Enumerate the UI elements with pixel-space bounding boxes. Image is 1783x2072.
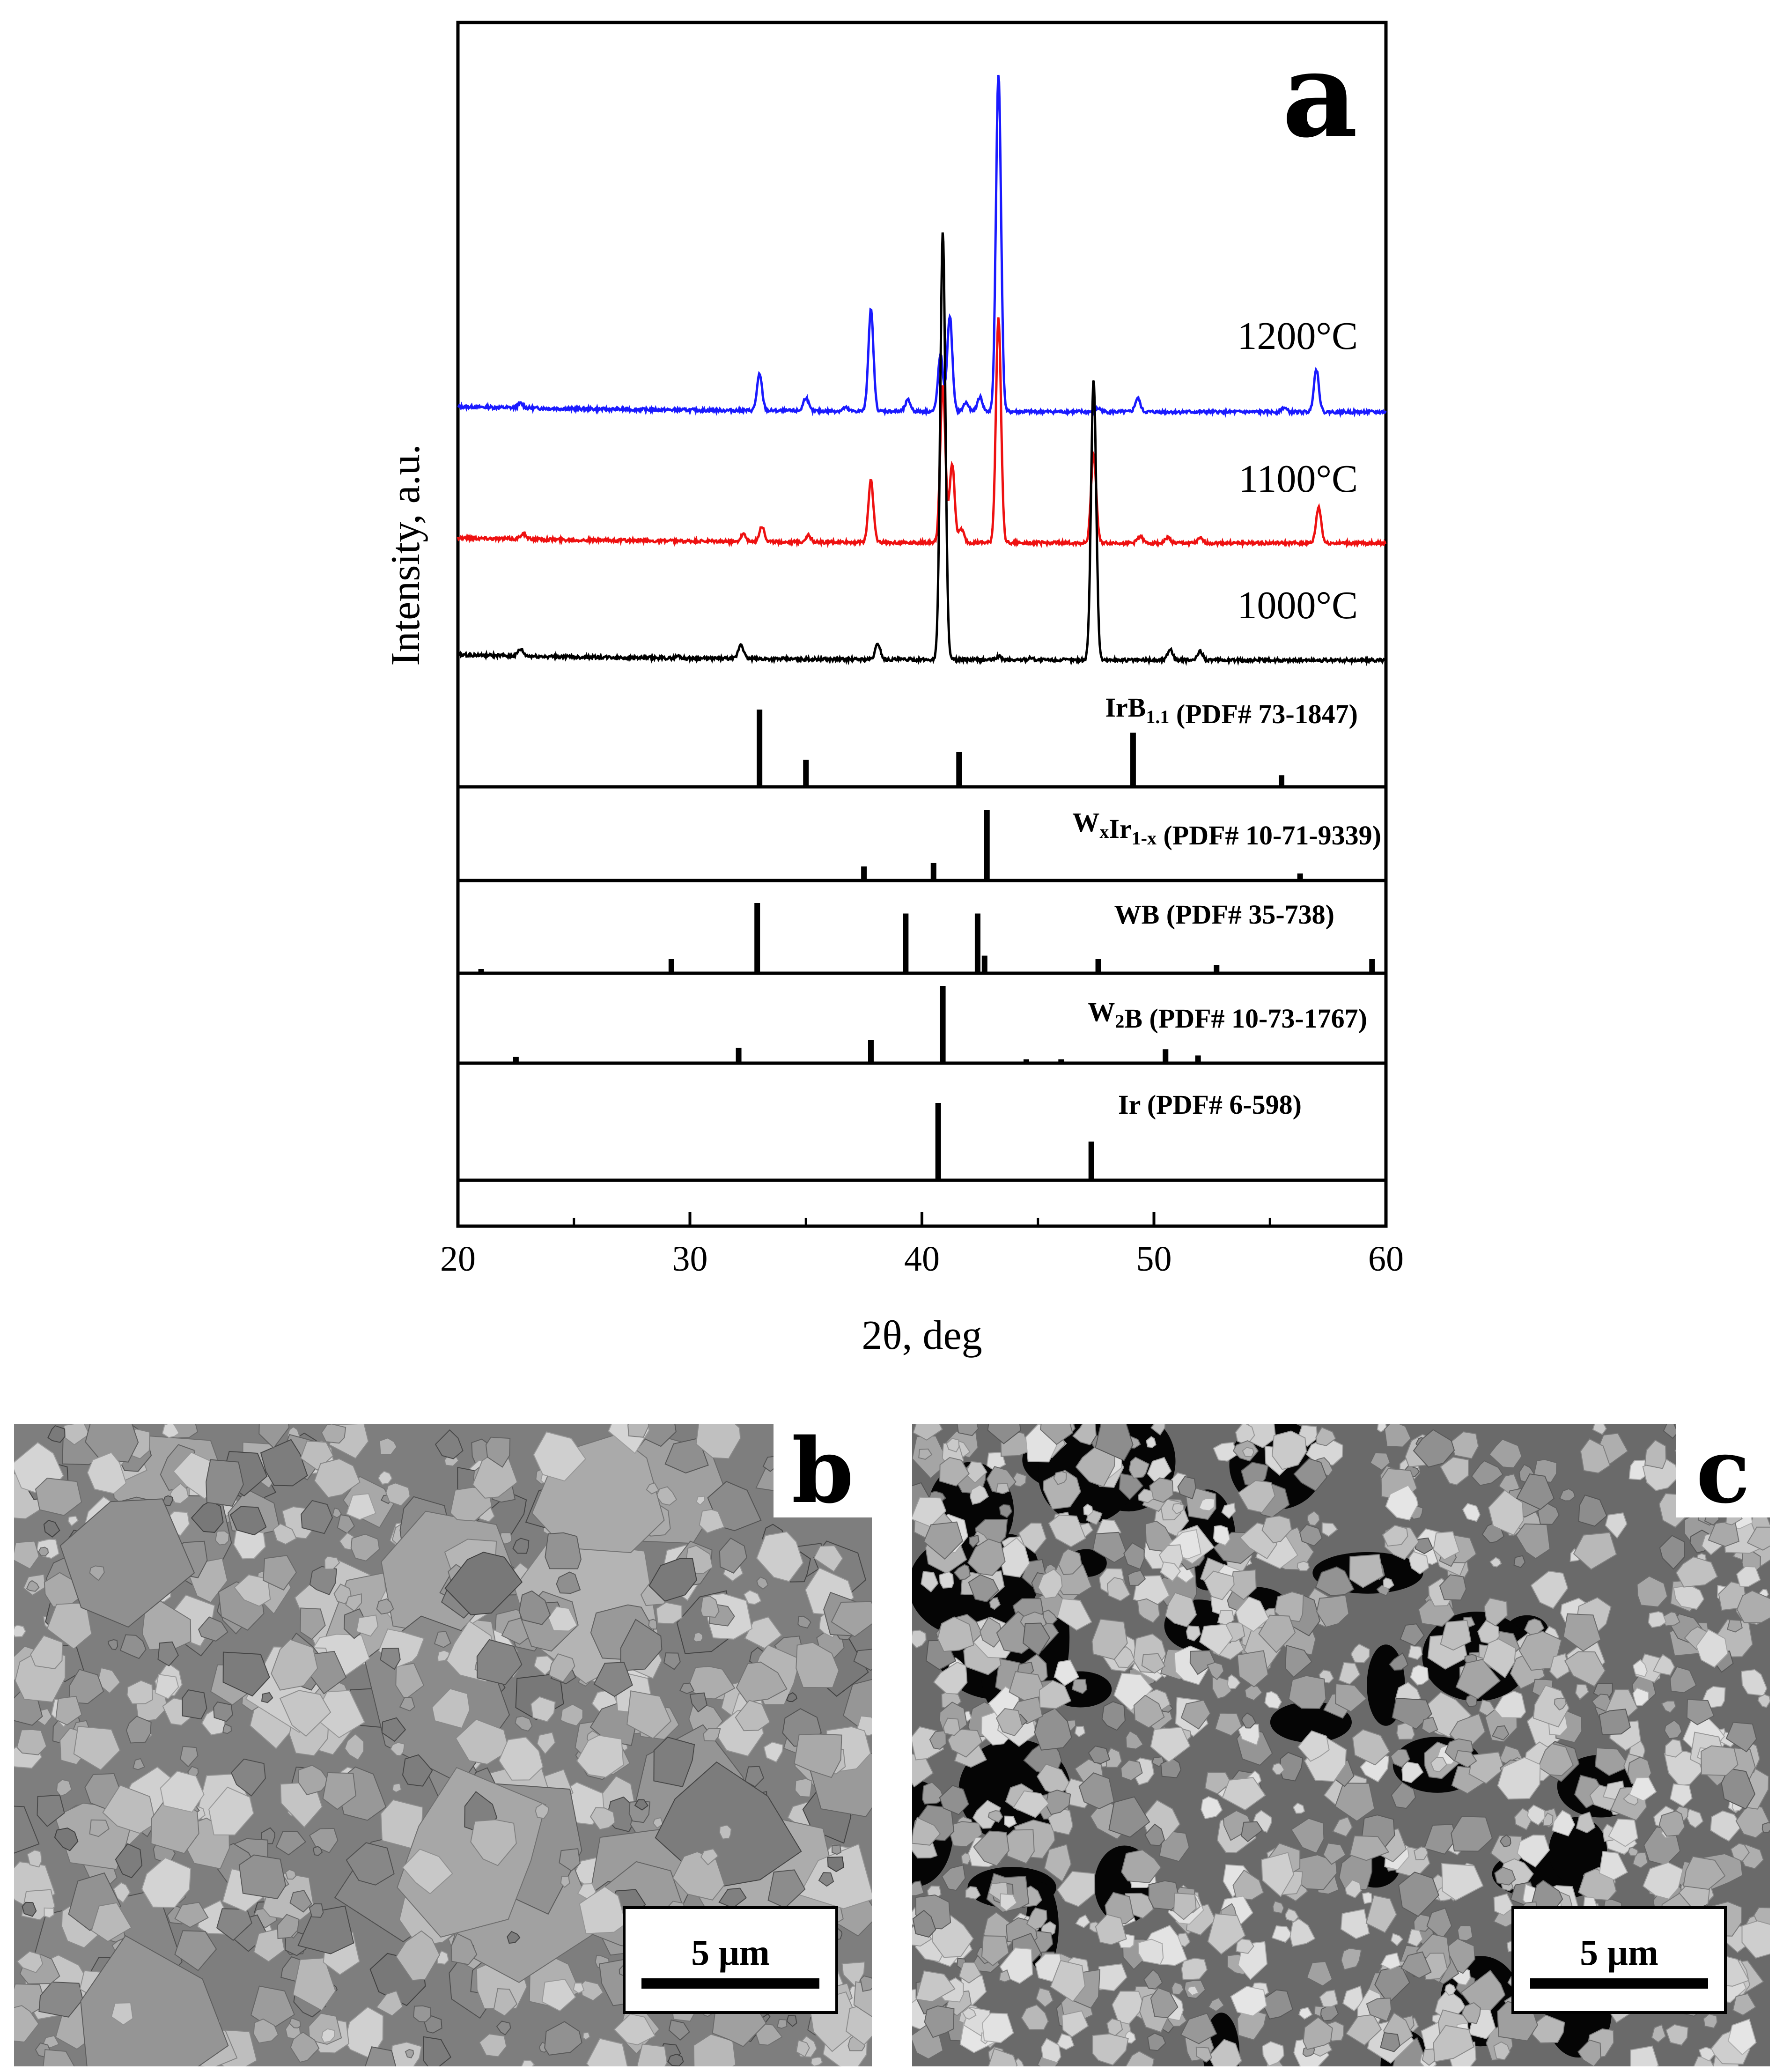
x-tick-label: 20: [440, 1239, 476, 1279]
series-line-1: [457, 74, 1387, 418]
sem-micrograph-c: [912, 1424, 1770, 2066]
reference-label-4: W2B (PDF# 10-73-1767): [1088, 997, 1367, 1034]
x-tick-label: 40: [904, 1239, 940, 1279]
series-line-2: [457, 317, 1387, 549]
series-label-3: 1000°C: [1237, 584, 1358, 627]
scale-bar-b: 5 μm: [623, 1906, 838, 2014]
scale-bar-line-c: [1530, 1978, 1708, 1989]
scale-label-c: 5 μm: [1580, 1932, 1658, 1973]
reference-label-1: IrB1.1 (PDF# 73-1847): [1105, 692, 1358, 729]
reference-label-3: WB (PDF# 35-738): [1114, 899, 1334, 930]
scale-bar-line-b: [641, 1978, 819, 1989]
panel-label-b: b: [774, 1424, 872, 1523]
x-axis-label: 2θ, deg: [862, 1313, 982, 1358]
panel-label-c: c: [1676, 1424, 1770, 1523]
sem-micrograph-b: [14, 1424, 872, 2066]
scale-label-b: 5 μm: [691, 1932, 770, 1973]
panel-label-a: a: [1282, 26, 1358, 163]
series-label-2: 1100°C: [1238, 457, 1358, 501]
xrd-chart: 20 30 40 50 60 2θ, deg Intensity, a.u. a 1200°C 1…: [383, 21, 1404, 1358]
x-tick-label: 60: [1368, 1239, 1404, 1279]
reference-label-5: Ir (PDF# 6-598): [1118, 1089, 1302, 1120]
sem-image-b: b 5 μm: [14, 1424, 872, 2066]
sem-image-c: c 5 μm: [912, 1424, 1770, 2066]
series-line-3: [457, 232, 1386, 666]
reference-label-2: WxIr1-x (PDF# 10-71-9339): [1072, 807, 1381, 851]
series-label-1: 1200°C: [1237, 314, 1358, 358]
x-tick-label: 30: [672, 1239, 708, 1279]
y-axis-label: Intensity, a.u.: [383, 444, 428, 666]
x-tick-label: 50: [1136, 1239, 1172, 1279]
scale-bar-c: 5 μm: [1511, 1906, 1727, 2014]
